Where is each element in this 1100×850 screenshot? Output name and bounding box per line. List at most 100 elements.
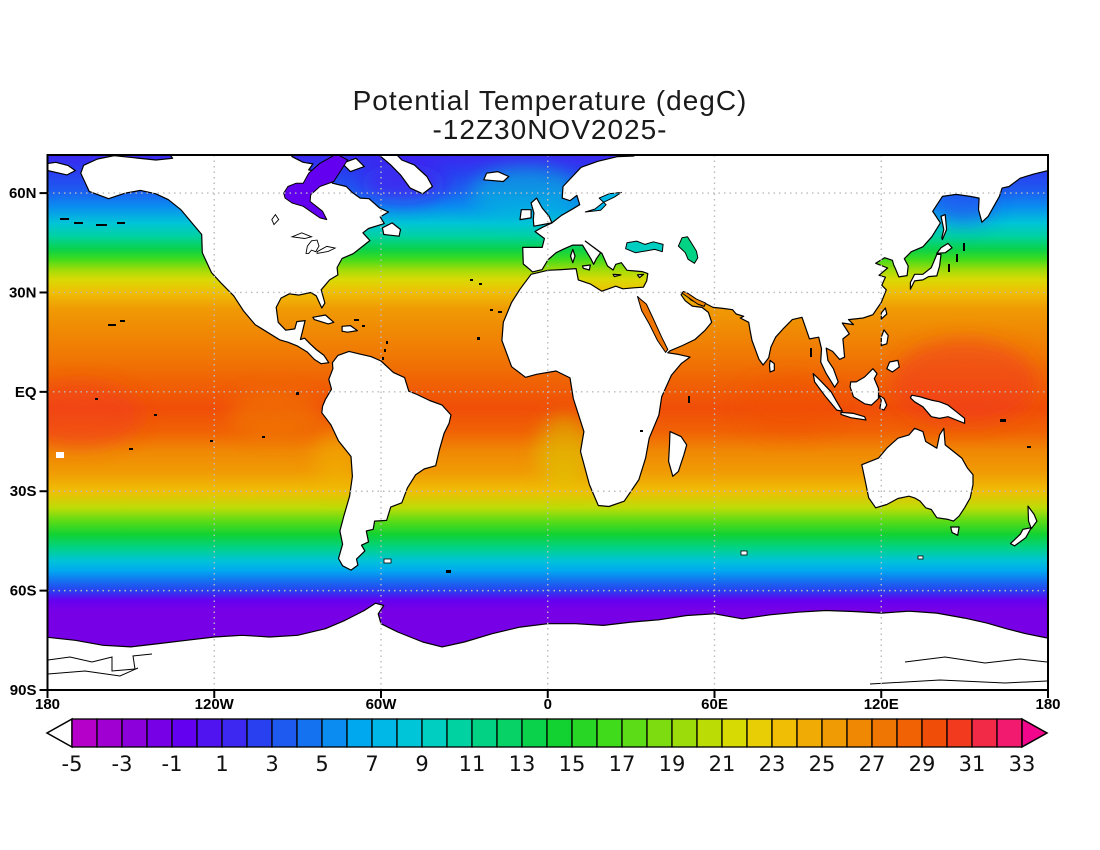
small-island [354, 319, 359, 321]
colorbar-cell [321, 718, 348, 748]
landmass-greenland [378, 155, 433, 195]
colorbar-label: 33 [1009, 752, 1036, 776]
small-island-mask [740, 550, 748, 556]
landmass-nz-south [1009, 527, 1032, 547]
landmass-ireland [519, 209, 532, 221]
colorbar-label: 19 [659, 752, 686, 776]
colorbar: -5 -3 -1 1 3 5 7 9 11 13 15 17 19 21 23 25 27 29 31 33 [45, 717, 1049, 776]
colorbar-cell [96, 718, 123, 748]
colorbar-cell [296, 718, 323, 748]
inland-sea-hudson-bay [283, 155, 349, 221]
feature-central-pacific-warm-band [47, 381, 142, 449]
landmass-nz-north [1027, 505, 1038, 530]
y-tick-label: 90S [10, 682, 37, 699]
colorbar-cell [871, 718, 898, 748]
landmass-java [840, 411, 867, 421]
landmass-tasmania [950, 526, 960, 536]
colorbar-label: 13 [509, 752, 536, 776]
colorbar-label: 23 [759, 752, 786, 776]
colorbar-cell [346, 718, 373, 748]
colorbar-label: 17 [609, 752, 636, 776]
colorbar-cell [971, 718, 998, 748]
inland-sea-caspian-sea [677, 236, 699, 264]
colorbar-cell [246, 718, 273, 748]
map-area [47, 155, 1048, 690]
small-island [490, 309, 493, 311]
landmass-honshu [909, 253, 942, 290]
landmass-new-guinea [909, 394, 966, 424]
colorbar-cell [221, 718, 248, 748]
small-island [210, 440, 213, 442]
x-tick-label: 180 [35, 696, 60, 713]
colorbar-cell [696, 718, 723, 748]
colorbar-cell [896, 718, 923, 748]
ice-shelf-contour [47, 667, 139, 677]
colorbar-label: 31 [959, 752, 986, 776]
small-island [95, 398, 98, 400]
small-island [262, 436, 265, 438]
small-island [1000, 419, 1006, 422]
colorbar-left-arrow [45, 717, 73, 749]
colorbar-cell [471, 718, 498, 748]
small-island [479, 283, 482, 285]
colorbar-label: 1 [215, 752, 228, 776]
small-island [446, 570, 451, 573]
colorbar-label: -3 [112, 752, 133, 776]
colorbar-cell [671, 718, 698, 748]
ice-shelf-contour [47, 653, 153, 672]
colorbar-label: 7 [365, 752, 378, 776]
small-island [956, 254, 958, 262]
y-tick-label: EQ [15, 384, 37, 401]
colorbar-label: 21 [709, 752, 736, 776]
colorbar-label: 27 [859, 752, 886, 776]
inland-sea-persian-gulf [681, 291, 707, 307]
landmass-hokkaido [936, 242, 953, 254]
small-island [477, 337, 480, 340]
small-island [1027, 446, 1031, 448]
colorbar-cell [721, 718, 748, 748]
y-tick-label: 60S [10, 583, 37, 600]
small-island [810, 348, 812, 357]
graticule [47, 155, 1048, 690]
landmass-mindanao [886, 359, 900, 373]
colorbar-cell [371, 718, 398, 748]
feature-east-pacific-cool-tongue [228, 391, 323, 439]
colorbar-cell [996, 718, 1023, 748]
feature-benguela-coastal-cool [536, 415, 593, 488]
landmass-iceland [483, 171, 510, 183]
colorbar-cell [196, 718, 223, 748]
landmass-sri-lanka [768, 359, 775, 373]
colorbar-cell [596, 718, 623, 748]
landmass-luzon [880, 329, 889, 347]
x-tick-label: 60E [701, 696, 728, 713]
y-tick-label: 30S [10, 483, 37, 500]
colorbar-label: 11 [459, 752, 486, 776]
landmass-corsica-sardinia [569, 248, 576, 264]
inland-sea-black-sea [625, 240, 664, 254]
ice-shelf-contour [869, 679, 1048, 685]
colorbar-cell [796, 718, 823, 748]
feature-indian-ocean-warm-pool [742, 375, 837, 435]
lake-winnipeg [271, 213, 280, 226]
y-tick-label: 60N [9, 185, 37, 202]
colorbar-cell [146, 718, 173, 748]
landmass-cyprus [636, 273, 645, 279]
small-island [120, 320, 125, 322]
landmass-south-america [321, 350, 452, 571]
colorbar-cell [121, 718, 148, 748]
colorbar-cell [621, 718, 648, 748]
x-tick-label: 120W [195, 696, 235, 713]
colorbar-cell [446, 718, 473, 748]
small-island [498, 311, 502, 313]
colorbar-cell [571, 718, 598, 748]
x-tick-label: 60W [366, 696, 398, 713]
x-tick-label: 120E [864, 696, 899, 713]
small-island [362, 325, 365, 327]
colorbar-label: 9 [415, 752, 428, 776]
small-island-mask [917, 555, 924, 560]
colorbar-label: 5 [315, 752, 328, 776]
small-island [154, 414, 157, 416]
colorbar-cell [171, 718, 198, 748]
ice-shelf-contour [904, 656, 1048, 664]
